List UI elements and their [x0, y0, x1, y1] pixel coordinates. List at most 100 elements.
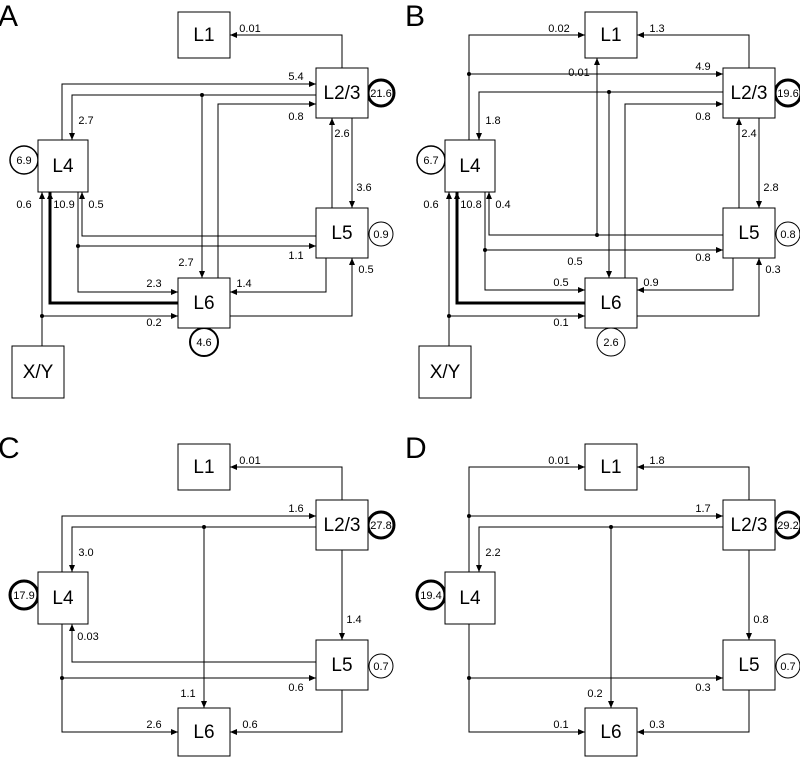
- connection: [637, 258, 762, 317]
- edge-label: 2.8: [763, 182, 778, 194]
- junction: [467, 72, 471, 76]
- edge-label: 0.2: [587, 688, 602, 700]
- node-label: L5: [738, 655, 759, 676]
- connection: [230, 464, 343, 500]
- panel-letter: C: [0, 432, 20, 465]
- node-box: [37, 139, 89, 193]
- edge-label: 1.1: [180, 688, 195, 700]
- node-label: L6: [600, 722, 621, 743]
- node-label: L1: [193, 25, 214, 46]
- node-box: [722, 639, 776, 691]
- self-loop: [775, 221, 800, 247]
- connection: [637, 690, 750, 735]
- node-box: [315, 499, 369, 551]
- node-label: L5: [331, 655, 352, 676]
- edge-label: 0.01: [239, 455, 260, 467]
- node-box: [315, 207, 369, 259]
- connection: [468, 678, 585, 735]
- edge-label: 0.01: [548, 455, 569, 467]
- connection: [230, 258, 355, 317]
- node-label: L4: [459, 588, 481, 609]
- node-label: L2/3: [731, 83, 768, 104]
- junction: [483, 248, 487, 252]
- node-box: [584, 277, 638, 329]
- node-label: L2/3: [731, 515, 768, 536]
- connection: [468, 464, 585, 572]
- edge-label: 5.4: [288, 71, 303, 83]
- edge-label: 0.6: [16, 199, 31, 211]
- self-loop: [368, 221, 394, 247]
- edge-label: 0.4: [495, 199, 510, 211]
- panel-letter: B: [405, 0, 425, 33]
- edge-label: 0.5: [567, 256, 582, 268]
- edge-label: 0.1: [553, 317, 568, 329]
- loop-label: 6.9: [16, 155, 31, 167]
- loop-label: 0.9: [373, 229, 388, 241]
- junction: [447, 314, 451, 318]
- loop-label: 0.7: [373, 661, 388, 673]
- edge-label: 0.8: [695, 111, 710, 123]
- edge-label: 4.9: [695, 61, 710, 73]
- edge-label: 0.8: [753, 614, 768, 626]
- node-box: [722, 67, 776, 119]
- node-label: X/Y: [430, 362, 461, 383]
- junction: [467, 514, 471, 518]
- edge-label: 0.6: [423, 199, 438, 211]
- node-label: L4: [459, 156, 481, 177]
- connection: [61, 624, 316, 681]
- junction: [60, 676, 64, 680]
- connection: [484, 192, 585, 293]
- edge-label: 1.4: [346, 614, 361, 626]
- node-box: [37, 571, 89, 625]
- edge-label: 1.8: [485, 115, 500, 127]
- edge-label: 1.6: [288, 503, 303, 515]
- node-label: L5: [331, 223, 352, 244]
- panel: B 0.02 1.3 0.01 4.9 1.8 19.6 0.8 2.4 2.8 6.7 0.6 10.…: [405, 0, 800, 399]
- connection: [61, 81, 316, 140]
- edge-label: 0.02: [548, 23, 569, 35]
- node-box: [584, 707, 638, 757]
- node-label: X/Y: [23, 362, 54, 383]
- edge-label: 3.6: [356, 182, 371, 194]
- edge-label: 1.4: [236, 278, 251, 290]
- node-box: [722, 207, 776, 259]
- node-label: L1: [600, 457, 621, 478]
- edge-label: 0.8: [695, 252, 710, 264]
- edge-label: 0.3: [765, 264, 780, 276]
- edge-label: 0.6: [288, 682, 303, 694]
- edge-label: 10.9: [53, 199, 74, 211]
- edge-label: 0.01: [239, 23, 260, 35]
- edge-label: 2.6: [146, 719, 161, 731]
- loop-label: 19.6: [777, 88, 798, 100]
- node-box: [722, 499, 776, 551]
- junction: [76, 244, 80, 248]
- edge-label: 1.8: [649, 455, 664, 467]
- node-label: L1: [600, 25, 621, 46]
- edge-label: 2.3: [146, 278, 161, 290]
- node-label: L5: [738, 223, 759, 244]
- junction: [467, 676, 471, 680]
- connection: [230, 32, 343, 68]
- edge-label: 0.8: [288, 111, 303, 123]
- edge-label: 2.4: [741, 128, 756, 140]
- node-box: [315, 639, 369, 691]
- junction: [595, 233, 599, 237]
- junction: [202, 525, 206, 529]
- node-label: L2/3: [324, 83, 361, 104]
- edge-label: 10.8: [460, 199, 481, 211]
- junction: [200, 93, 204, 97]
- edge-label: 3.0: [78, 547, 93, 559]
- node-label: L6: [600, 293, 621, 314]
- connection: [454, 192, 585, 305]
- connection: [637, 32, 750, 68]
- connection: [77, 192, 178, 295]
- loop-label: 0.8: [780, 229, 795, 241]
- panel-letter: A: [0, 0, 18, 33]
- loop-label: 0.7: [780, 661, 795, 673]
- edge-label: 2.6: [334, 128, 349, 140]
- connection: [230, 258, 327, 295]
- node-label: L6: [193, 293, 214, 314]
- edge-label: 2.7: [178, 257, 193, 269]
- junction: [607, 90, 611, 94]
